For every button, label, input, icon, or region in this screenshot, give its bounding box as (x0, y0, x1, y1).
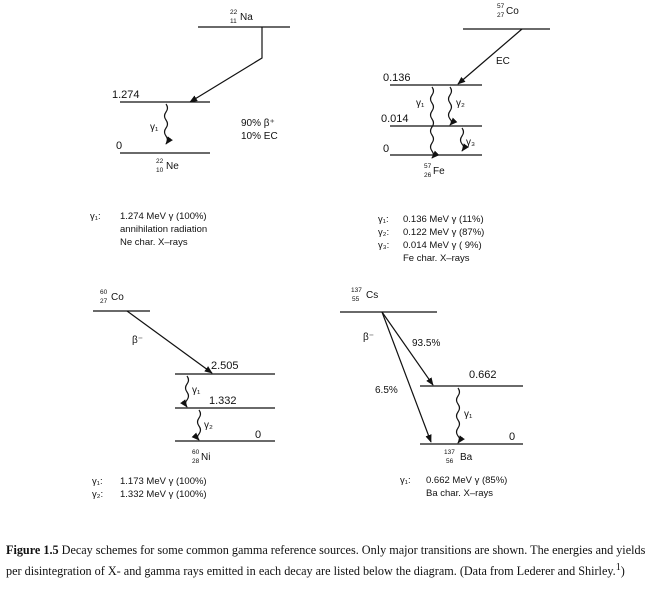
co57-ec-arrow (457, 28, 523, 85)
na22-level-1274-label: 1.274 (112, 89, 140, 101)
co57-gamma1-arrow (429, 86, 440, 159)
cs137-level-0-label: 0 (509, 431, 515, 443)
co60-emission-list: γ₁: 1.173 MeV γ (100%) γ₂: 1.332 MeV γ (… (92, 476, 207, 500)
co60-level-0-label: 0 (255, 429, 261, 441)
co57-parent-label: 57 27 Co (497, 3, 519, 19)
co57-gamma2-arrow (447, 86, 458, 126)
cs137-level-0662-label: 0.662 (469, 369, 497, 381)
cs137-mode-label: β⁻ (363, 332, 374, 343)
na22-parent-label: 22 11 Na (230, 9, 253, 25)
scheme-co60: 60 27 Co β⁻ 2.505 1.332 0 γ₁ γ₂ 60 28 Ni γ₁:… (92, 289, 275, 500)
na22-emission-list: γ₁: 1.274 MeV γ (100%) annihilation radi… (90, 211, 207, 248)
co60-parent-label: 60 27 Co (100, 289, 124, 305)
scheme-na22: 22 11 Na 1.274 γ₁ 0 22 10 Ne 90% β⁺ 10% EC γ… (90, 9, 290, 248)
cs137-branch-935-label: 93.5% (412, 338, 440, 349)
co57-emission-label: γ₂: (378, 227, 389, 238)
scheme-co57: 57 27 Co EC 0.136 0.014 0 γ₁ γ₂ γ₃ 57 26 Fe … (378, 3, 550, 264)
na22-decay-arrow (189, 27, 263, 103)
co60-emission-text: 1.173 MeV γ (100%) (120, 476, 207, 487)
co60-emission-text: 1.332 MeV γ (100%) (120, 489, 207, 500)
co60-level-1332-label: 1.332 (209, 395, 237, 407)
na22-daughter-label: 22 10 Ne (156, 158, 179, 174)
cs137-gamma1-arrow (455, 387, 465, 444)
co57-daughter-label: 57 26 Fe (424, 163, 445, 179)
co57-level-0136-label: 0.136 (383, 72, 411, 84)
co57-gamma3-arrow (459, 127, 469, 152)
cs137-branch-65-arrow (381, 311, 432, 443)
cs137-emission-text: 0.662 MeV γ (85%) (426, 475, 507, 486)
co57-emission-text: 0.136 MeV γ (11%) (403, 214, 484, 225)
cs137-branch-935-arrow (381, 311, 434, 386)
figure-caption-ref: 1 (615, 562, 621, 573)
cs137-emission-text: Ba char. X–rays (426, 488, 493, 499)
cs137-emission-list: γ₁: 0.662 MeV γ (85%) Ba char. X–rays (400, 475, 507, 499)
na22-emission-text: annihilation radiation (120, 224, 207, 235)
na22-gamma1-arrow (163, 103, 173, 145)
na22-gamma1-label: γ₁ (150, 122, 159, 133)
co60-emission-label: γ₂: (92, 489, 103, 500)
co57-gamma3-label: γ₃ (466, 137, 475, 148)
figure-caption-tail: ) (620, 564, 625, 579)
co57-level-0014-label: 0.014 (381, 113, 409, 125)
co60-gamma2-arrow (191, 409, 202, 441)
cs137-daughter-label: 137 56 Ba (444, 449, 473, 465)
co60-emission-label: γ₁: (92, 476, 103, 487)
co57-level-0-label: 0 (383, 143, 389, 155)
co60-mode-label: β⁻ (132, 335, 143, 346)
na22-emission-text: Ne char. X–rays (120, 237, 188, 248)
na22-emission-label: γ₁: (90, 211, 101, 222)
co57-emission-text: 0.014 MeV γ ( 9%) (403, 240, 482, 251)
cs137-branch-65-label: 6.5% (375, 385, 398, 396)
co57-emission-text: Fe char. X–rays (403, 253, 470, 264)
co60-daughter-label: 60 28 Ni (192, 449, 210, 465)
na22-level-0-label: 0 (116, 140, 122, 152)
cs137-gamma1-label: γ₁ (464, 409, 473, 420)
co60-gamma1-arrow (180, 375, 190, 408)
cs137-parent-label: 137 55 Cs (351, 287, 378, 303)
figure-caption-text: Decay schemes for some common gamma refe… (6, 543, 646, 579)
co57-gamma1-label: γ₁ (416, 98, 425, 109)
scheme-cs137: 137 55 Cs β⁻ 93.5% 6.5% 0.662 0 γ₁ 137 56 Ba… (340, 287, 523, 499)
decay-scheme-figure: 22 11 Na 1.274 γ₁ 0 22 10 Ne 90% β⁺ 10% EC γ… (90, 3, 550, 500)
na22-mode-beta-plus: 90% β⁺ (241, 118, 275, 129)
co57-mode-label: EC (496, 56, 510, 67)
figure-caption: Figure 1.5 Decay schemes for some common… (6, 542, 646, 580)
co60-gamma1-label: γ₁ (192, 385, 201, 396)
co57-emission-label: γ₃: (378, 240, 389, 251)
na22-emission-text: 1.274 MeV γ (100%) (120, 211, 207, 222)
co57-gamma2-label: γ₂ (456, 98, 465, 109)
co57-emission-text: 0.122 MeV γ (87%) (403, 227, 484, 238)
figure-caption-label: Figure 1.5 (6, 543, 59, 557)
co57-emission-list: γ₁: 0.136 MeV γ (11%) γ₂: 0.122 MeV γ (8… (378, 214, 484, 264)
co60-level-2505-label: 2.505 (211, 360, 239, 372)
co57-emission-label: γ₁: (378, 214, 389, 225)
co60-gamma2-label: γ₂ (204, 420, 213, 431)
na22-mode-ec: 10% EC (241, 131, 278, 142)
co60-beta-arrow (126, 310, 213, 374)
cs137-emission-label: γ₁: (400, 475, 411, 486)
